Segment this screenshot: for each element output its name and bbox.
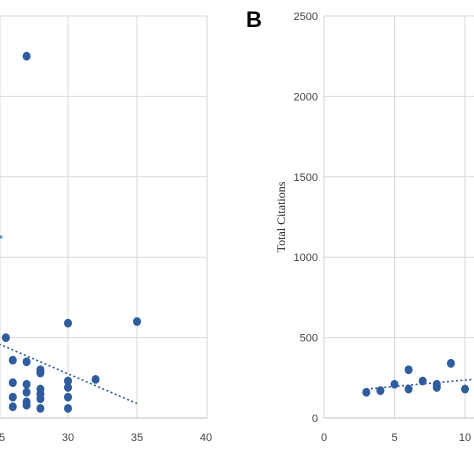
- data-point: [390, 379, 399, 389]
- data-point: [133, 317, 141, 326]
- data-point: [1, 333, 10, 342]
- data-point: [64, 383, 72, 392]
- x-tick-label: 0: [321, 432, 327, 444]
- plot-area: [0, 15, 208, 419]
- data-point: [8, 355, 17, 365]
- x-tick-label: 40: [200, 432, 212, 444]
- data-point: [404, 365, 413, 375]
- data-point: [91, 375, 100, 384]
- chart-panel-a: 5 30 35 40: [0, 15, 212, 444]
- data-point: [376, 386, 385, 396]
- data-point: [64, 318, 72, 328]
- data-point: [22, 387, 31, 397]
- y-tick-label: 1500: [294, 172, 318, 184]
- y-tick-label: 2000: [294, 91, 318, 103]
- data-point: [418, 376, 427, 386]
- chart-panel-b: 0 500 1000 1500 2000 2500 0 5 10 Total Citations: [274, 11, 474, 444]
- data-point: [8, 392, 17, 402]
- x-tick-label: 5: [0, 432, 5, 444]
- y-tick-label: 0: [312, 413, 318, 425]
- data-point: [36, 403, 45, 413]
- data-point: [0, 235, 3, 239]
- y-axis-title: Total Citations: [274, 181, 288, 252]
- data-point: [36, 365, 45, 375]
- data-point: [446, 358, 455, 368]
- x-tick-label: 10: [459, 432, 471, 444]
- data-point: [8, 378, 17, 388]
- data-point: [404, 384, 413, 394]
- data-point: [461, 384, 469, 394]
- data-point: [432, 383, 441, 392]
- x-tick-label: 35: [131, 432, 143, 444]
- y-tick-label: 500: [300, 333, 318, 345]
- data-point: [22, 357, 31, 367]
- data-point: [22, 400, 31, 410]
- data-point: [22, 379, 31, 389]
- plot-area: [323, 15, 474, 419]
- panel-label-b: B: [246, 7, 262, 32]
- y-tick-label: 1000: [294, 252, 318, 264]
- data-point: [362, 387, 371, 397]
- data-point: [22, 51, 31, 61]
- data-point: [64, 376, 72, 386]
- data-point: [64, 403, 72, 413]
- x-tick-label: 30: [62, 432, 74, 444]
- x-tick-label: 5: [391, 432, 397, 444]
- data-point: [36, 394, 45, 404]
- data-point: [8, 402, 17, 412]
- data-point: [64, 392, 72, 402]
- y-tick-label: 2500: [294, 11, 318, 23]
